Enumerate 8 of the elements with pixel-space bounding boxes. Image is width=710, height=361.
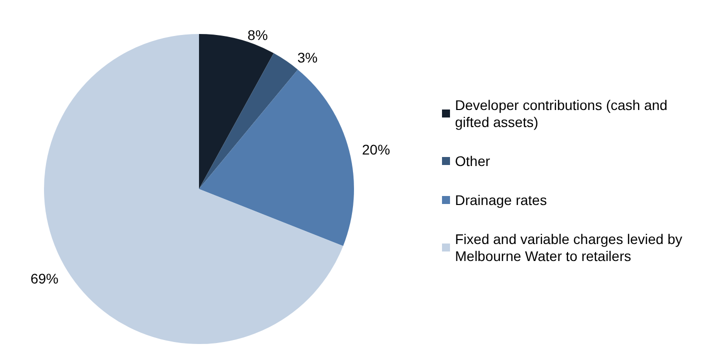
- legend-label: Drainage rates: [455, 192, 547, 208]
- legend-label: Other: [455, 153, 490, 169]
- data-label: 3%: [297, 49, 318, 66]
- data-label: 69%: [30, 270, 58, 286]
- legend-label: Developer contributions (cash and gifted assets): [455, 97, 672, 130]
- data-label: 8%: [248, 26, 268, 43]
- data-label: 20%: [362, 141, 390, 158]
- legend-label: Fixed and variable charges levied by Melbourne Water to retailers: [455, 231, 686, 264]
